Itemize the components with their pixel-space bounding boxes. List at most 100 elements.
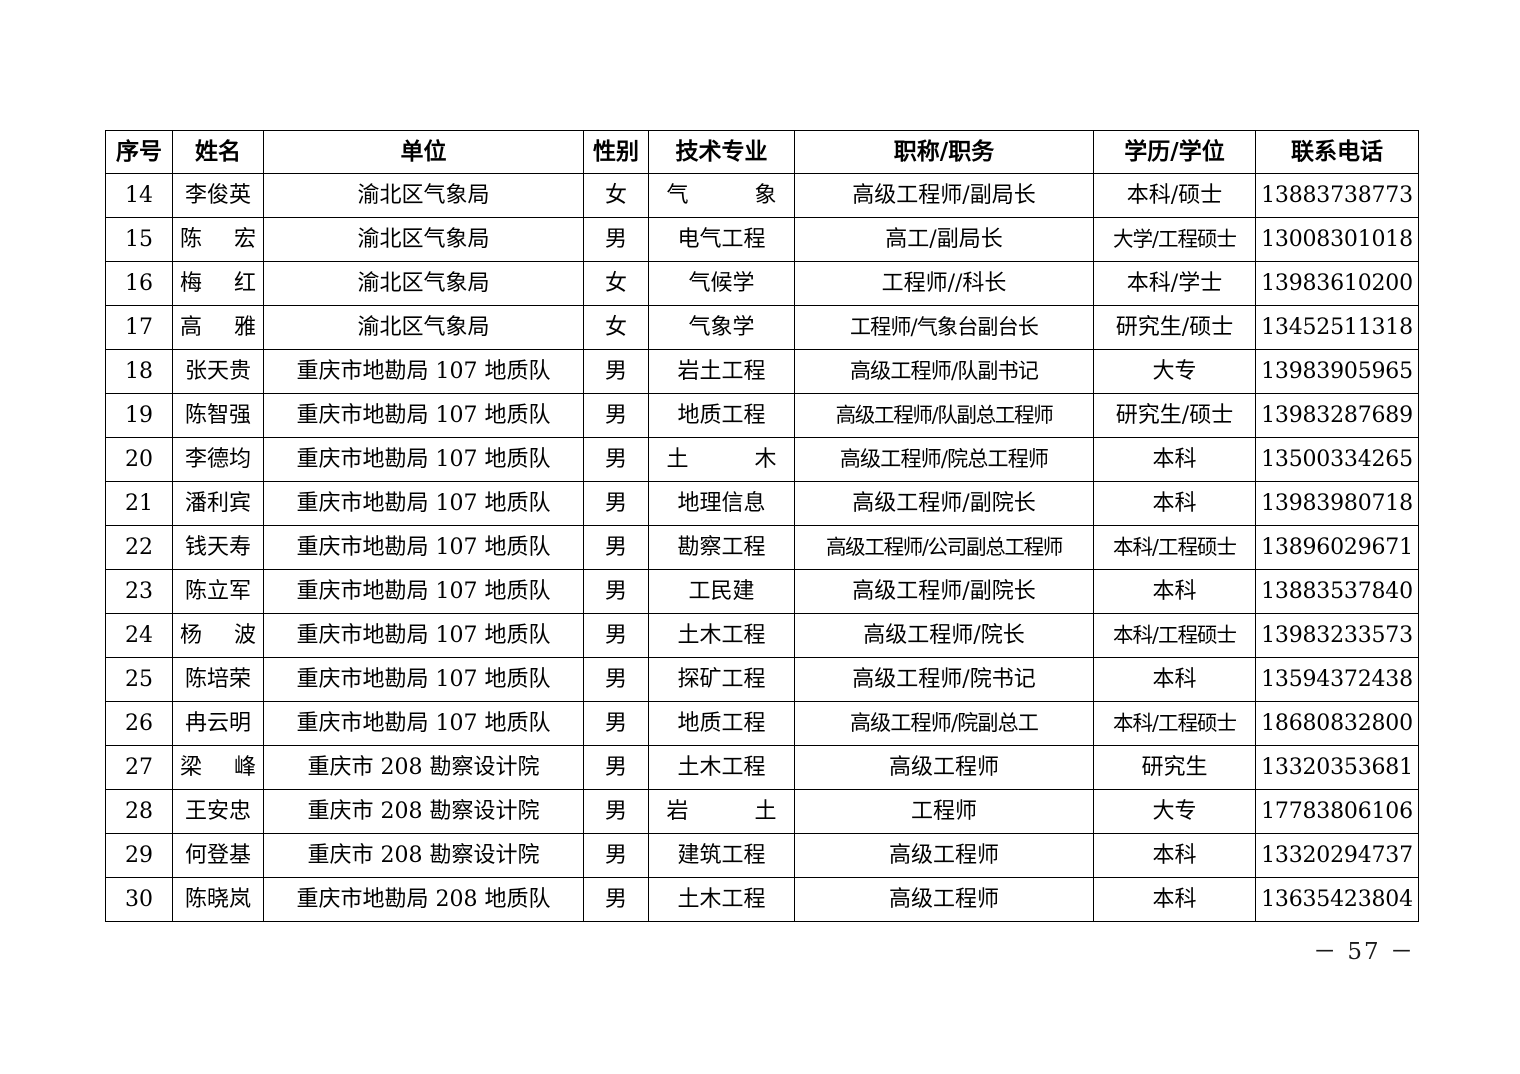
- page-number: － 57 －: [1313, 939, 1415, 965]
- cell-education-degree: 本科: [1093, 437, 1256, 482]
- cell-technical-specialty: 岩土工程: [648, 349, 795, 394]
- cell-name: 陈立军: [172, 569, 264, 614]
- cell-education-degree: 本科/学士: [1093, 261, 1256, 306]
- cell-title-position: 高级工程师/副院长: [794, 481, 1094, 526]
- cell-contact-phone: 13883537840: [1255, 569, 1419, 614]
- table-row: 26 冉云明 重庆市地勘局 107 地质队男地质工程 高级工程师/院副总工 本科/工程硕…: [105, 701, 1419, 746]
- cell-sequence-number: 23: [105, 569, 173, 614]
- cell-technical-specialty: 土木: [648, 437, 795, 482]
- cell-title-position: 高级工程师: [794, 877, 1094, 922]
- cell-gender: 女: [583, 305, 649, 350]
- cell-unit: 渝北区气象局: [263, 173, 584, 218]
- cell-technical-specialty: 地质工程: [648, 701, 795, 746]
- cell-sequence-number: 15: [105, 217, 173, 262]
- cell-sequence-number: 26: [105, 701, 173, 746]
- cell-name: 张天贵: [172, 349, 264, 394]
- cell-technical-specialty: 气象学: [648, 305, 795, 350]
- cell-title-position: 高级工程师/公司副总工程师: [794, 525, 1094, 570]
- cell-name: 陈晓岚: [172, 877, 264, 922]
- table-body: 14 李俊英 渝北区气象局女气象 高级工程师/副局长 本科/硕士 13883738773 1…: [105, 173, 1419, 922]
- cell-sequence-number: 17: [105, 305, 173, 350]
- cell-name: 梁峰: [172, 745, 264, 790]
- cell-contact-phone: 13635423804: [1255, 877, 1419, 922]
- cell-gender: 男: [583, 745, 649, 790]
- table-row: 22 钱天寿 重庆市地勘局 107 地质队男勘察工程 高级工程师/公司副总工程师 本科/…: [105, 525, 1419, 570]
- cell-technical-specialty: 勘察工程: [648, 525, 795, 570]
- cell-technical-specialty: 地理信息: [648, 481, 795, 526]
- cell-unit: 重庆市地勘局 107 地质队: [263, 657, 584, 702]
- cell-education-degree: 大专: [1093, 349, 1256, 394]
- cell-title-position: 工程师//科长: [794, 261, 1094, 306]
- personnel-roster-table: 序号 姓名 单位 性别 技术专业 职称/职务 学历/学位 联系电话 14 李俊英渝…: [105, 130, 1419, 922]
- cell-contact-phone: 13983287689: [1255, 393, 1419, 438]
- cell-technical-specialty: 建筑工程: [648, 833, 795, 878]
- cell-sequence-number: 27: [105, 745, 173, 790]
- cell-unit: 重庆市地勘局 107 地质队: [263, 525, 584, 570]
- cell-sequence-number: 19: [105, 393, 173, 438]
- cell-technical-specialty: 气象: [648, 173, 795, 218]
- column-header-unit: 单位: [263, 130, 584, 174]
- table-row: 15 陈宏 渝北区气象局男电气工程 高工/副局长 大学/工程硕士 13008301018: [105, 217, 1419, 262]
- table-row: 18 张天贵 重庆市地勘局 107 地质队男岩土工程 高级工程师/队副书记 大专 1398…: [105, 349, 1419, 394]
- cell-gender: 男: [583, 569, 649, 614]
- cell-title-position: 高级工程师: [794, 833, 1094, 878]
- cell-contact-phone: 13320353681: [1255, 745, 1419, 790]
- cell-title-position: 高级工程师/队副总工程师: [794, 393, 1094, 438]
- cell-unit: 重庆市地勘局 107 地质队: [263, 349, 584, 394]
- cell-name: 冉云明: [172, 701, 264, 746]
- cell-education-degree: 大专: [1093, 789, 1256, 834]
- cell-contact-phone: 13983610200: [1255, 261, 1419, 306]
- cell-title-position: 高工/副局长: [794, 217, 1094, 262]
- cell-contact-phone: 13983905965: [1255, 349, 1419, 394]
- cell-education-degree: 本科: [1093, 833, 1256, 878]
- cell-unit: 重庆市地勘局 107 地质队: [263, 613, 584, 658]
- cell-unit: 重庆市 208 勘察设计院: [263, 789, 584, 834]
- column-header-seq: 序号: [105, 130, 173, 174]
- cell-title-position: 高级工程师/院副总工: [794, 701, 1094, 746]
- column-header-tech: 技术专业: [648, 130, 795, 174]
- cell-title-position: 工程师/气象台副台长: [794, 305, 1094, 350]
- cell-contact-phone: 13983233573: [1255, 613, 1419, 658]
- table-row: 27 梁峰 重庆市 208 勘察设计院男土木工程 高级工程师 研究生 1332035368…: [105, 745, 1419, 790]
- cell-technical-specialty: 岩土: [648, 789, 795, 834]
- cell-education-degree: 本科/硕士: [1093, 173, 1256, 218]
- cell-sequence-number: 25: [105, 657, 173, 702]
- table-row: 17 高雅 渝北区气象局女气象学 工程师/气象台副台长 研究生/硕士 1345251131…: [105, 305, 1419, 350]
- cell-name: 高雅: [172, 305, 264, 350]
- cell-gender: 女: [583, 173, 649, 218]
- cell-unit: 重庆市地勘局 107 地质队: [263, 701, 584, 746]
- cell-sequence-number: 29: [105, 833, 173, 878]
- cell-technical-specialty: 工民建: [648, 569, 795, 614]
- table-row: 25 陈培荣 重庆市地勘局 107 地质队男探矿工程 高级工程师/院书记 本科 13594…: [105, 657, 1419, 702]
- table-row: 21 潘利宾 重庆市地勘局 107 地质队男地理信息 高级工程师/副院长 本科 13983…: [105, 481, 1419, 526]
- cell-title-position: 高级工程师/副院长: [794, 569, 1094, 614]
- cell-education-degree: 大学/工程硕士: [1093, 217, 1256, 262]
- cell-sequence-number: 18: [105, 349, 173, 394]
- cell-education-degree: 本科: [1093, 657, 1256, 702]
- table-row: 24 杨波 重庆市地勘局 107 地质队男土木工程 高级工程师/院长 本科/工程硕士 13…: [105, 613, 1419, 658]
- cell-education-degree: 本科: [1093, 569, 1256, 614]
- cell-title-position: 高级工程师/院长: [794, 613, 1094, 658]
- cell-gender: 男: [583, 393, 649, 438]
- cell-unit: 渝北区气象局: [263, 305, 584, 350]
- cell-sequence-number: 22: [105, 525, 173, 570]
- cell-technical-specialty: 土木工程: [648, 745, 795, 790]
- cell-name: 梅红: [172, 261, 264, 306]
- table-row: 29 何登基 重庆市 208 勘察设计院男建筑工程 高级工程师 本科 1332029473…: [105, 833, 1419, 878]
- table-row: 19 陈智强 重庆市地勘局 107 地质队男地质工程 高级工程师/队副总工程师 研究生/…: [105, 393, 1419, 438]
- cell-contact-phone: 13896029671: [1255, 525, 1419, 570]
- cell-name: 李德均: [172, 437, 264, 482]
- cell-contact-phone: 13452511318: [1255, 305, 1419, 350]
- cell-sequence-number: 20: [105, 437, 173, 482]
- cell-title-position: 高级工程师/院书记: [794, 657, 1094, 702]
- cell-gender: 男: [583, 789, 649, 834]
- cell-sequence-number: 16: [105, 261, 173, 306]
- column-header-name: 姓名: [172, 130, 264, 174]
- cell-education-degree: 本科: [1093, 877, 1256, 922]
- cell-contact-phone: 18680832800: [1255, 701, 1419, 746]
- cell-gender: 男: [583, 833, 649, 878]
- cell-education-degree: 研究生/硕士: [1093, 305, 1256, 350]
- table-row: 20 李德均 重庆市地勘局 107 地质队男土木 高级工程师/院总工程师 本科 13500…: [105, 437, 1419, 482]
- cell-sequence-number: 28: [105, 789, 173, 834]
